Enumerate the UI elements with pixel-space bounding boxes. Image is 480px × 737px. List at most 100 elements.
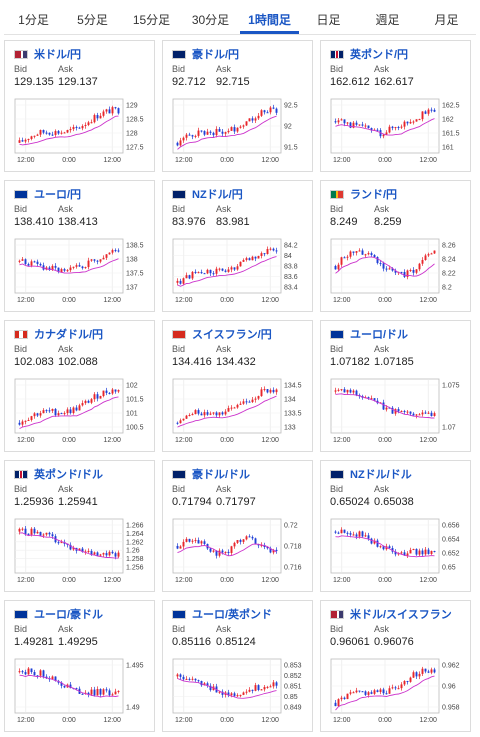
candle-body — [75, 265, 78, 267]
y-tick-label: 161.5 — [442, 131, 460, 138]
pair-name[interactable]: 米ドル/スイスフラン — [350, 609, 452, 621]
candle-body — [42, 670, 45, 677]
y-tick-label: 0.65 — [442, 565, 456, 572]
pair-name[interactable]: ユーロ/ドル — [350, 329, 409, 341]
ask-value: 0.71797 — [216, 496, 256, 508]
rate-card[interactable]: ユーロ/英ポンド Bid Ask 0.85116 0.85124 12:00 0:… — [162, 600, 313, 732]
rate-card[interactable]: カナダドル/円 Bid Ask 102.083 102.088 12:00 0:0… — [4, 320, 155, 452]
tab-7[interactable]: 月足 — [434, 13, 459, 27]
candle-body — [33, 413, 36, 417]
rate-card[interactable]: ユーロ/豪ドル Bid Ask 1.49281 1.49295 12:00 0:0… — [4, 600, 155, 732]
rate-card[interactable]: 英ポンド/ドル Bid Ask 1.25936 1.25941 12:00 0:0… — [4, 460, 155, 592]
candle-body — [364, 535, 367, 537]
tab-0[interactable]: 1分足 — [18, 13, 49, 27]
candle-body — [379, 546, 382, 548]
pair-name[interactable]: 豪ドル/ドル — [192, 469, 251, 481]
candle-body — [224, 551, 227, 553]
candle-body — [105, 254, 108, 258]
rate-card[interactable]: スイスフラン/円 Bid Ask 134.416 134.432 12:00 0:… — [162, 320, 313, 452]
rate-card[interactable]: 豪ドル/円 Bid Ask 92.712 92.715 12:00 0:00 12:… — [162, 40, 313, 172]
tab-2[interactable]: 15分足 — [132, 13, 171, 27]
candle-body — [90, 550, 93, 555]
candle-body — [197, 410, 200, 414]
pair-name[interactable]: 英ポンド/円 — [350, 49, 409, 61]
x-tick-label: 12:00 — [261, 297, 279, 304]
x-tick-label: 12:00 — [103, 157, 121, 164]
candle-body — [257, 115, 260, 119]
candle-body — [340, 529, 343, 534]
quote-labels: Bid Ask — [5, 623, 154, 635]
tab-6[interactable]: 週足 — [375, 13, 400, 27]
pair-name[interactable]: ユーロ/円 — [34, 189, 82, 201]
candle-body — [418, 414, 421, 416]
candle-body — [251, 399, 254, 403]
candle-body — [340, 257, 343, 265]
pair-name[interactable]: ランド/円 — [350, 189, 398, 201]
bid-label: Bid — [14, 484, 28, 494]
tab-5[interactable]: 日足 — [316, 13, 341, 27]
candle-body — [233, 693, 236, 696]
pair-name[interactable]: ユーロ/豪ドル — [34, 609, 104, 621]
candle-body — [343, 257, 346, 259]
moving-average-line — [177, 256, 277, 287]
flag-icon — [14, 469, 28, 479]
candle-body — [218, 128, 221, 132]
rate-card[interactable]: NZドル/ドル Bid Ask 0.65024 0.65038 12:00 0:0… — [320, 460, 471, 592]
rate-card[interactable]: 米ドル/スイスフラン Bid Ask 0.96061 0.96076 12:00… — [320, 600, 471, 732]
candle-body — [21, 259, 24, 261]
candle-body — [424, 412, 427, 414]
rate-card[interactable]: ユーロ/円 Bid Ask 138.410 138.413 12:00 0:00 1… — [4, 180, 155, 312]
tab-1[interactable]: 5分足 — [77, 13, 108, 27]
pair-name[interactable]: NZドル/ドル — [350, 469, 412, 481]
pair-name[interactable]: 米ドル/円 — [34, 49, 82, 61]
rate-card[interactable]: 米ドル/円 Bid Ask 129.135 129.137 12:00 0:00 1… — [4, 40, 155, 172]
pair-name[interactable]: カナダドル/円 — [34, 329, 104, 341]
candle-body — [394, 687, 397, 689]
candle-body — [358, 124, 361, 126]
candle-body — [18, 422, 21, 425]
candle-body — [254, 398, 257, 400]
candle-body — [63, 685, 66, 688]
candle-body — [33, 261, 36, 263]
candle-body — [334, 531, 337, 533]
candle-body — [18, 671, 21, 673]
pair-name[interactable]: 豪ドル/円 — [192, 49, 240, 61]
pair-name[interactable]: 英ポンド/ドル — [34, 469, 104, 481]
candle-body — [337, 264, 340, 270]
candle-body — [93, 115, 96, 123]
candle-body — [105, 109, 108, 112]
pair-name[interactable]: NZドル/円 — [192, 189, 243, 201]
candle-body — [218, 412, 221, 416]
rate-card[interactable]: 英ポンド/円 Bid Ask 162.612 162.617 12:00 0:00… — [320, 40, 471, 172]
candle-body — [385, 268, 388, 270]
tab-3[interactable]: 30分足 — [191, 13, 230, 27]
rate-card[interactable]: 豪ドル/ドル Bid Ask 0.71794 0.71797 12:00 0:00… — [162, 460, 313, 592]
flag-icon — [172, 329, 186, 339]
y-tick-label: 8.22 — [442, 271, 456, 278]
candle-body — [412, 121, 415, 123]
pair-name[interactable]: ユーロ/英ポンド — [192, 609, 273, 621]
card-header: 米ドル/円 — [5, 41, 154, 61]
bid-value: 134.416 — [172, 356, 212, 368]
rate-card[interactable]: NZドル/円 Bid Ask 83.976 83.981 12:00 0:00 12… — [162, 180, 313, 312]
candle-body — [254, 118, 257, 121]
pair-name[interactable]: スイスフラン/円 — [192, 329, 272, 341]
rate-card[interactable]: ランド/円 Bid Ask 8.249 8.259 12:00 0:00 12:00… — [320, 180, 471, 312]
y-tick-label: 0.85 — [284, 694, 298, 701]
moving-average-line — [335, 256, 435, 277]
tab-4[interactable]: 1時間足 — [240, 6, 299, 34]
candle-body — [111, 107, 114, 114]
candle-body — [185, 134, 188, 138]
candle-body — [391, 407, 394, 414]
candle-body — [433, 250, 436, 254]
candle-body — [382, 402, 385, 410]
candle-body — [355, 534, 358, 537]
moving-average-line — [177, 395, 277, 428]
candle-body — [349, 533, 352, 535]
candle-body — [51, 265, 54, 270]
rate-card[interactable]: ユーロ/ドル Bid Ask 1.07182 1.07185 12:00 0:00… — [320, 320, 471, 452]
quote-labels: Bid Ask — [163, 483, 312, 495]
candle-body — [188, 538, 191, 542]
candle-body — [39, 531, 42, 536]
ask-label: Ask — [216, 484, 232, 494]
